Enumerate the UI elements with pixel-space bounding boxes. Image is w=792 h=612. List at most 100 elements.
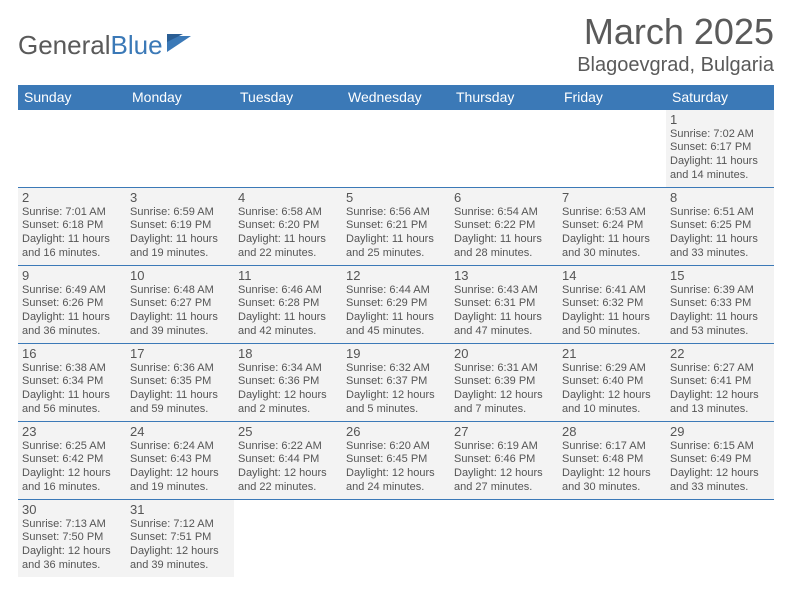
calendar-cell: 28Sunrise: 6:17 AMSunset: 6:48 PMDayligh… — [558, 421, 666, 499]
calendar-cell: 10Sunrise: 6:48 AMSunset: 6:27 PMDayligh… — [126, 265, 234, 343]
daylight-text: Daylight: 12 hours and 10 minutes. — [562, 389, 662, 417]
daylight-text: Daylight: 11 hours and 19 minutes. — [130, 233, 230, 261]
sunrise-text: Sunrise: 6:34 AM — [238, 362, 338, 376]
day-info: Sunrise: 7:01 AMSunset: 6:18 PMDaylight:… — [22, 206, 122, 261]
calendar-cell — [234, 499, 342, 577]
sunrise-text: Sunrise: 6:46 AM — [238, 284, 338, 298]
calendar-cell — [18, 109, 126, 187]
day-number: 18 — [238, 346, 338, 361]
daylight-text: Daylight: 12 hours and 13 minutes. — [670, 389, 770, 417]
day-number: 30 — [22, 502, 122, 517]
day-info: Sunrise: 7:13 AMSunset: 7:50 PMDaylight:… — [22, 518, 122, 573]
sunset-text: Sunset: 6:18 PM — [22, 219, 122, 233]
day-number: 29 — [670, 424, 770, 439]
title-block: March 2025 Blagoevgrad, Bulgaria — [577, 12, 774, 77]
day-number: 23 — [22, 424, 122, 439]
sunrise-text: Sunrise: 6:51 AM — [670, 206, 770, 220]
calendar-cell: 16Sunrise: 6:38 AMSunset: 6:34 PMDayligh… — [18, 343, 126, 421]
daylight-text: Daylight: 12 hours and 24 minutes. — [346, 467, 446, 495]
day-number: 22 — [670, 346, 770, 361]
sunset-text: Sunset: 6:32 PM — [562, 297, 662, 311]
daylight-text: Daylight: 11 hours and 53 minutes. — [670, 311, 770, 339]
sunset-text: Sunset: 6:37 PM — [346, 375, 446, 389]
calendar-cell: 8Sunrise: 6:51 AMSunset: 6:25 PMDaylight… — [666, 187, 774, 265]
day-number: 2 — [22, 190, 122, 205]
day-info: Sunrise: 6:43 AMSunset: 6:31 PMDaylight:… — [454, 284, 554, 339]
flag-icon — [165, 30, 193, 61]
day-number: 16 — [22, 346, 122, 361]
calendar-cell: 13Sunrise: 6:43 AMSunset: 6:31 PMDayligh… — [450, 265, 558, 343]
calendar-cell: 27Sunrise: 6:19 AMSunset: 6:46 PMDayligh… — [450, 421, 558, 499]
day-number: 5 — [346, 190, 446, 205]
calendar-cell — [126, 109, 234, 187]
day-info: Sunrise: 6:41 AMSunset: 6:32 PMDaylight:… — [562, 284, 662, 339]
sunset-text: Sunset: 6:45 PM — [346, 453, 446, 467]
day-info: Sunrise: 7:02 AMSunset: 6:17 PMDaylight:… — [670, 128, 770, 183]
calendar-cell: 5Sunrise: 6:56 AMSunset: 6:21 PMDaylight… — [342, 187, 450, 265]
calendar-cell: 12Sunrise: 6:44 AMSunset: 6:29 PMDayligh… — [342, 265, 450, 343]
daylight-text: Daylight: 12 hours and 2 minutes. — [238, 389, 338, 417]
calendar-cell: 14Sunrise: 6:41 AMSunset: 6:32 PMDayligh… — [558, 265, 666, 343]
calendar-cell — [558, 499, 666, 577]
sunset-text: Sunset: 6:43 PM — [130, 453, 230, 467]
sunset-text: Sunset: 6:42 PM — [22, 453, 122, 467]
sunset-text: Sunset: 6:21 PM — [346, 219, 446, 233]
sunrise-text: Sunrise: 6:54 AM — [454, 206, 554, 220]
calendar-cell: 4Sunrise: 6:58 AMSunset: 6:20 PMDaylight… — [234, 187, 342, 265]
day-number: 13 — [454, 268, 554, 283]
sunrise-text: Sunrise: 7:12 AM — [130, 518, 230, 532]
sunrise-text: Sunrise: 6:25 AM — [22, 440, 122, 454]
day-number: 24 — [130, 424, 230, 439]
calendar-cell: 15Sunrise: 6:39 AMSunset: 6:33 PMDayligh… — [666, 265, 774, 343]
calendar-row: 9Sunrise: 6:49 AMSunset: 6:26 PMDaylight… — [18, 265, 774, 343]
sunset-text: Sunset: 6:35 PM — [130, 375, 230, 389]
day-info: Sunrise: 6:24 AMSunset: 6:43 PMDaylight:… — [130, 440, 230, 495]
calendar-cell: 25Sunrise: 6:22 AMSunset: 6:44 PMDayligh… — [234, 421, 342, 499]
day-info: Sunrise: 6:29 AMSunset: 6:40 PMDaylight:… — [562, 362, 662, 417]
day-info: Sunrise: 6:54 AMSunset: 6:22 PMDaylight:… — [454, 206, 554, 261]
day-info: Sunrise: 6:48 AMSunset: 6:27 PMDaylight:… — [130, 284, 230, 339]
day-number: 28 — [562, 424, 662, 439]
day-number: 8 — [670, 190, 770, 205]
sunrise-text: Sunrise: 6:39 AM — [670, 284, 770, 298]
daylight-text: Daylight: 11 hours and 36 minutes. — [22, 311, 122, 339]
calendar-cell — [666, 499, 774, 577]
calendar-table: Sunday Monday Tuesday Wednesday Thursday… — [18, 85, 774, 578]
day-info: Sunrise: 6:49 AMSunset: 6:26 PMDaylight:… — [22, 284, 122, 339]
weekday-header: Thursday — [450, 85, 558, 110]
daylight-text: Daylight: 11 hours and 56 minutes. — [22, 389, 122, 417]
sunset-text: Sunset: 6:25 PM — [670, 219, 770, 233]
calendar-row: 2Sunrise: 7:01 AMSunset: 6:18 PMDaylight… — [18, 187, 774, 265]
day-number: 7 — [562, 190, 662, 205]
sunset-text: Sunset: 6:36 PM — [238, 375, 338, 389]
calendar-cell: 26Sunrise: 6:20 AMSunset: 6:45 PMDayligh… — [342, 421, 450, 499]
daylight-text: Daylight: 12 hours and 39 minutes. — [130, 545, 230, 573]
calendar-cell: 23Sunrise: 6:25 AMSunset: 6:42 PMDayligh… — [18, 421, 126, 499]
day-info: Sunrise: 7:12 AMSunset: 7:51 PMDaylight:… — [130, 518, 230, 573]
day-number: 10 — [130, 268, 230, 283]
calendar-cell: 30Sunrise: 7:13 AMSunset: 7:50 PMDayligh… — [18, 499, 126, 577]
daylight-text: Daylight: 12 hours and 5 minutes. — [346, 389, 446, 417]
sunrise-text: Sunrise: 6:44 AM — [346, 284, 446, 298]
day-info: Sunrise: 6:25 AMSunset: 6:42 PMDaylight:… — [22, 440, 122, 495]
calendar-row: 30Sunrise: 7:13 AMSunset: 7:50 PMDayligh… — [18, 499, 774, 577]
daylight-text: Daylight: 11 hours and 42 minutes. — [238, 311, 338, 339]
daylight-text: Daylight: 11 hours and 16 minutes. — [22, 233, 122, 261]
day-info: Sunrise: 6:59 AMSunset: 6:19 PMDaylight:… — [130, 206, 230, 261]
day-info: Sunrise: 6:22 AMSunset: 6:44 PMDaylight:… — [238, 440, 338, 495]
calendar-cell: 20Sunrise: 6:31 AMSunset: 6:39 PMDayligh… — [450, 343, 558, 421]
calendar-row: 16Sunrise: 6:38 AMSunset: 6:34 PMDayligh… — [18, 343, 774, 421]
sunrise-text: Sunrise: 6:36 AM — [130, 362, 230, 376]
day-number: 9 — [22, 268, 122, 283]
daylight-text: Daylight: 11 hours and 33 minutes. — [670, 233, 770, 261]
calendar-cell: 21Sunrise: 6:29 AMSunset: 6:40 PMDayligh… — [558, 343, 666, 421]
weekday-header: Saturday — [666, 85, 774, 110]
day-info: Sunrise: 6:58 AMSunset: 6:20 PMDaylight:… — [238, 206, 338, 261]
daylight-text: Daylight: 12 hours and 7 minutes. — [454, 389, 554, 417]
calendar-cell: 19Sunrise: 6:32 AMSunset: 6:37 PMDayligh… — [342, 343, 450, 421]
day-number: 20 — [454, 346, 554, 361]
sunset-text: Sunset: 6:44 PM — [238, 453, 338, 467]
sunrise-text: Sunrise: 6:19 AM — [454, 440, 554, 454]
day-info: Sunrise: 6:56 AMSunset: 6:21 PMDaylight:… — [346, 206, 446, 261]
month-title: March 2025 — [577, 12, 774, 52]
